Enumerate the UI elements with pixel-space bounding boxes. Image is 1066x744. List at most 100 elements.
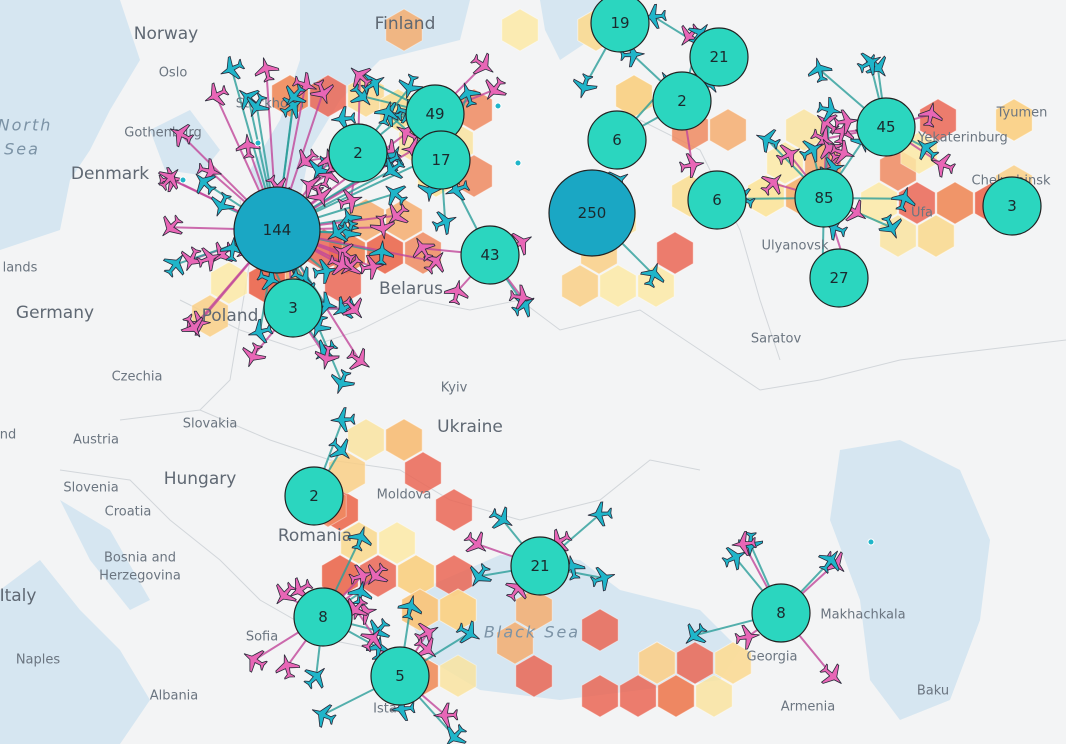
aircraft-shape [455,620,480,644]
place-label: Saratov [751,332,802,347]
hexbin [439,654,477,698]
aircraft-shape [312,259,338,285]
aircraft-shape [330,407,356,433]
aircraft-shape [309,79,334,105]
aircraft-icon [248,318,274,344]
aircraft-shape [829,139,855,165]
aircraft-shape [327,251,352,276]
hexbin [619,674,657,718]
hexbin [657,674,695,718]
aircraft-shape [369,240,395,266]
aircraft-shape [756,129,781,153]
aircraft-shape [731,531,757,556]
hexbin [599,264,637,308]
aircraft-shape [856,52,882,76]
cluster-count: 19 [610,14,629,32]
hexbin [501,8,539,52]
aircraft-shape [307,182,332,208]
aircraft-icon [816,114,840,136]
place-label: Croatia [105,505,152,520]
place-label: Yekaterinburg [917,131,1008,146]
cluster-count: 85 [814,189,833,207]
aircraft-icon [382,157,406,179]
aircraft-shape [641,3,667,29]
aircraft-icon [878,213,902,239]
aircraft-icon [640,263,665,289]
aircraft-icon [312,259,338,285]
aircraft-icon [350,67,373,89]
aircraft-shape [347,596,369,619]
aircraft-shape [589,566,616,592]
place-label: Kyiv [441,381,468,396]
aircraft-icon [327,251,352,276]
place-label: Poland [202,306,259,326]
hexbin [385,418,423,462]
place-label: nd [0,428,16,443]
aircraft-icon [734,624,760,650]
aircraft-icon [760,174,782,196]
aircraft-shape [279,97,303,120]
aircraft-shape [488,506,513,529]
aircraft-shape [235,133,261,159]
hexbin [210,261,248,305]
cluster-count: 144 [263,221,292,239]
hexbin [919,98,957,142]
aircraft-icon [337,218,362,244]
aircraft-shape [373,101,399,127]
aircraft-icon [397,595,423,621]
cluster-count: 6 [712,191,722,209]
hexbin [936,181,974,225]
aircraft-shape [254,57,280,83]
aircraft-shape [443,279,469,306]
aircraft-shape [917,139,940,161]
cluster-count: 3 [288,299,298,317]
hexbin [561,264,599,308]
cluster-bubble [411,130,471,190]
aircraft-icon [309,79,334,105]
aircraft-shape [243,650,268,673]
cluster-bubble [856,97,916,157]
aircraft-shape [433,702,459,728]
aircraft-shape [195,247,222,272]
aircraft-shape [917,102,943,128]
aircraft-icon [890,187,916,213]
aircraft-icon [819,663,842,684]
aircraft-icon [330,368,356,394]
aircraft-shape [385,185,408,207]
aircraft-icon [470,52,494,75]
aircraft-icon [242,342,267,368]
aircraft-shape [431,211,457,236]
cluster-count: 6 [612,131,622,149]
hexbin [656,231,694,275]
place-label: lands [3,261,38,276]
hexbin [347,418,385,462]
place-label: North [0,116,52,135]
aircraft-icon [829,139,855,165]
aircraft-shape [180,313,204,338]
aircraft-shape [878,213,902,239]
aircraft-icon [359,254,385,280]
aircraft-icon [169,124,195,148]
aircraft-shape [508,284,534,310]
aircraft-icon [211,191,235,217]
place-label: Denmark [71,164,149,184]
aircraft-shape [685,622,708,644]
aircraft-icon [369,240,395,266]
aircraft-icon [180,313,204,338]
aircraft-shape [276,581,297,605]
aircraft-icon [412,237,436,262]
cluster-bubble [809,248,869,308]
aircraft-icon [443,279,469,306]
aircraft-icon [488,506,513,529]
place-label: Albania [150,689,199,704]
aircraft-shape [285,83,307,106]
place-label: Moldova [377,488,432,503]
aircraft-icon [307,182,332,208]
aircraft-icon [303,667,325,690]
aircraft-icon [798,140,823,163]
aircraft-shape [798,140,823,163]
aircraft-shape [382,157,406,179]
cluster-count: 27 [829,269,848,287]
aircraft-icon [816,96,842,122]
cluster-bubble [328,123,388,183]
